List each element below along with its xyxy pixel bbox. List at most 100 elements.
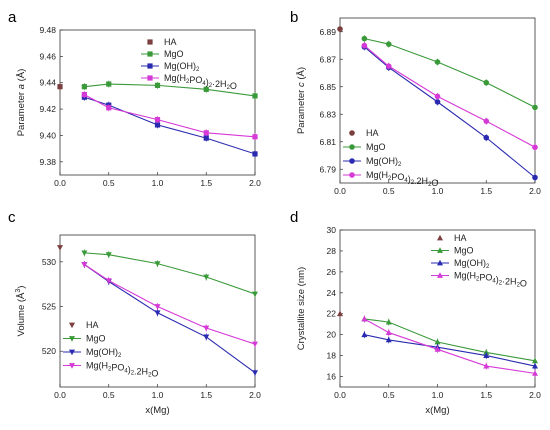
chart-panel-c: c 0.0 0.5 1.0 1.5 2.0 520 525 530 x(Mg) Volume (Å3… [8, 209, 261, 416]
data-point [361, 315, 368, 322]
x-tick-label: 1.0 [152, 178, 164, 188]
data-point [154, 122, 161, 128]
y-tick-label: 520 [42, 346, 56, 356]
y-axis-label: Volume (Å3) [15, 286, 27, 337]
y-tick-label: 20 [327, 330, 337, 340]
data-point [81, 91, 87, 98]
x-tick-label: 1.5 [200, 390, 212, 400]
data-point [532, 370, 538, 376]
legend-entry: Mg(H2PO4)2·2H2O [164, 73, 237, 91]
legend-marker [147, 75, 153, 81]
legend-entry: Mg(OH)2 [366, 156, 402, 168]
y-tick-label: 530 [42, 257, 56, 267]
x-tick-label: 0.0 [54, 178, 66, 188]
y-tick-label: 9.46 [39, 51, 56, 61]
series-line [84, 252, 256, 295]
x-tick-label: 0.5 [383, 186, 395, 196]
legend-marker [349, 172, 355, 178]
y-tick-label: 28 [327, 246, 337, 256]
y-tick-label: 24 [327, 288, 337, 298]
plot-frame [339, 229, 536, 388]
legend-marker [349, 130, 355, 136]
data-point [203, 334, 210, 341]
data-point [361, 331, 368, 338]
x-tick-label: 0.0 [54, 390, 66, 400]
data-point [154, 261, 161, 267]
plot-frame [59, 29, 256, 176]
y-tick-label: 9.48 [39, 25, 56, 35]
data-point [483, 352, 490, 358]
panel-letter-b: b [290, 9, 298, 26]
data-point [385, 336, 392, 343]
data-point [361, 35, 368, 42]
legend-entry: Mg(H2PO4)2.2H2O [366, 170, 438, 188]
x-tick-label: 1.0 [152, 390, 164, 400]
x-tick-label: 0.5 [103, 390, 115, 400]
legend-marker [437, 259, 443, 266]
data-point [483, 79, 490, 86]
series-MgO [361, 35, 538, 111]
data-point [154, 310, 161, 316]
data-point [106, 105, 112, 111]
series-line [364, 38, 536, 108]
x-tick-label: 0.5 [103, 178, 115, 188]
legend-entry: MgO [366, 142, 386, 152]
panel-letter-d: d [290, 209, 298, 226]
legend-marker [437, 272, 443, 278]
data-point [252, 370, 258, 376]
series-MgOH2 [361, 43, 538, 181]
legend-entry: Mg(OH)2 [164, 61, 200, 73]
legend-marker [69, 322, 75, 329]
series-line [84, 264, 256, 345]
legend-entry: MgO [86, 334, 106, 344]
data-point [337, 26, 343, 32]
y-tick-label: 6.81 [319, 137, 336, 147]
y-tick-label: 6.85 [319, 82, 336, 92]
data-point [532, 144, 538, 151]
data-point [434, 99, 441, 105]
legend-marker [69, 336, 75, 342]
series-HA [57, 83, 63, 91]
legend: HA MgO Mg(OH)2Mg(H2PO4)2·2H2O [141, 37, 237, 91]
data-point [532, 357, 538, 364]
x-tick-label: 0.5 [383, 390, 395, 400]
legend-entry: HA [164, 37, 177, 47]
data-point [434, 59, 441, 65]
data-point [434, 338, 441, 345]
y-axis-label: Parameter a (Å) [16, 69, 27, 137]
data-point [483, 362, 490, 369]
legend-marker [349, 144, 355, 150]
y-tick-label: 16 [327, 372, 337, 382]
data-point [81, 262, 88, 268]
y-tick-label: 6.83 [319, 109, 336, 119]
legend-entry: HA [366, 128, 379, 138]
x-tick-label: 2.0 [249, 390, 261, 400]
legend-marker [69, 349, 75, 356]
data-point [106, 81, 112, 87]
y-tick-label: 30 [327, 225, 337, 235]
y-tick-label: 22 [327, 309, 337, 319]
series-HA [57, 244, 63, 252]
y-tick-label: 26 [327, 267, 337, 277]
legend: HA MgO Mg(OH)2Mg(H2PO4)2·2H2O [431, 233, 527, 289]
data-point [385, 329, 392, 335]
y-tick-label: 9.44 [39, 78, 56, 88]
data-point [361, 42, 368, 49]
x-tick-label: 1.5 [480, 186, 492, 196]
x-axis-label: x(Mg) [145, 405, 169, 416]
legend-entry: MgO [454, 246, 474, 256]
y-tick-label: 6.89 [319, 27, 336, 37]
data-point [385, 41, 392, 47]
y-tick-label: 6.87 [319, 54, 336, 64]
data-point [483, 349, 490, 355]
data-point [337, 310, 343, 317]
chart-panel-d: d 0.0 0.5 1.0 1.5 2.0 16 18 20 22 24 26 28 30 x(Mg) Cry… [290, 209, 541, 416]
data-point [483, 134, 490, 141]
data-point [252, 341, 258, 348]
series-MgO [81, 249, 258, 298]
data-point [483, 118, 490, 124]
data-point [252, 291, 258, 298]
x-tick-label: 2.0 [529, 390, 541, 400]
y-tick-label: 9.40 [39, 130, 56, 140]
